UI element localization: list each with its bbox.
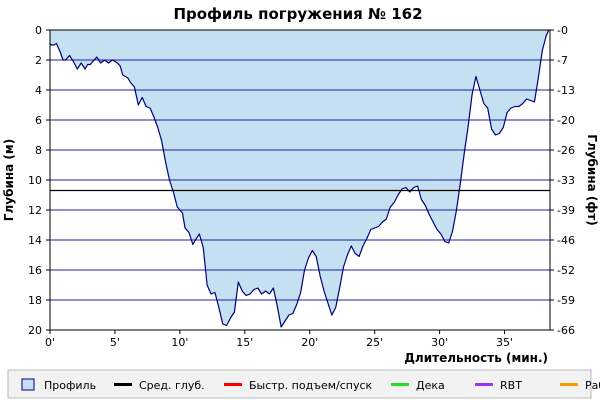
legend-label-4: RBT bbox=[500, 379, 522, 392]
y-right-tick-label-0: -0 bbox=[557, 24, 568, 37]
y-right-tick-label-9: -59 bbox=[557, 294, 575, 307]
legend-label-3: Дека bbox=[416, 379, 445, 392]
x-tick-label-7: 35' bbox=[496, 336, 513, 349]
y-ticks-left: 0 2 4 6 8 10 12 14 16 18 20 bbox=[28, 24, 50, 337]
x-ticks: 0' 5' 10' 15' 20' 25' 30' 35' bbox=[45, 330, 513, 349]
legend-label-1: Сред. глуб. bbox=[139, 379, 205, 392]
y-left-tick-label-10: 20 bbox=[28, 324, 42, 337]
y-right-tick-label-4: -26 bbox=[557, 144, 575, 157]
x-tick-label-2: 10' bbox=[171, 336, 188, 349]
legend-swatch-0 bbox=[21, 378, 35, 391]
y-axis-label-right: Глубина (фт) bbox=[585, 134, 599, 225]
y-left-tick-label-3: 6 bbox=[35, 114, 42, 127]
x-tick-label-6: 30' bbox=[431, 336, 448, 349]
profile-area bbox=[50, 30, 549, 327]
y-right-tick-label-3: -20 bbox=[557, 114, 575, 127]
legend-label-2: Быстр. подъем/спуск bbox=[249, 379, 373, 392]
y-right-tick-label-5: -33 bbox=[557, 174, 575, 187]
profile-area-layer bbox=[49, 29, 550, 328]
legend: Профиль Сред. глуб. Быстр. подъем/спуск Дек… bbox=[7, 369, 600, 399]
y-left-tick-label-9: 18 bbox=[28, 294, 42, 307]
profile-line bbox=[49, 29, 550, 328]
y-left-tick-label-4: 8 bbox=[35, 144, 42, 157]
y-left-tick-label-1: 2 bbox=[35, 54, 42, 67]
y-right-tick-label-6: -39 bbox=[557, 204, 575, 217]
y-left-tick-label-2: 4 bbox=[35, 84, 42, 97]
chart-title: Профиль погружения № 162 bbox=[173, 5, 422, 23]
x-tick-label-3: 15' bbox=[236, 336, 253, 349]
x-tick-label-0: 0' bbox=[45, 336, 55, 349]
x-tick-label-4: 20' bbox=[301, 336, 318, 349]
y-right-tick-label-7: -46 bbox=[557, 234, 575, 247]
x-tick-label-5: 25' bbox=[366, 336, 383, 349]
x-axis-label: Длительность (мин.) bbox=[404, 351, 548, 365]
y-right-tick-label-8: -52 bbox=[557, 264, 575, 277]
y-right-tick-label-2: -13 bbox=[557, 84, 575, 97]
y-left-tick-label-7: 14 bbox=[28, 234, 42, 247]
y-left-tick-label-8: 16 bbox=[28, 264, 42, 277]
y-left-tick-label-6: 12 bbox=[28, 204, 42, 217]
y-ticks-right: -0 -7 -13 -20 -26 -33 -39 -46 -52 -59 -66 bbox=[550, 24, 575, 337]
y-left-tick-label-5: 10 bbox=[28, 174, 42, 187]
y-right-tick-label-1: -7 bbox=[557, 54, 568, 67]
legend-label-5: Раб. bbox=[585, 379, 600, 392]
legend-frame bbox=[7, 369, 592, 399]
y-axis-label-left: Глубина (м) bbox=[2, 139, 16, 221]
y-left-tick-label-0: 0 bbox=[35, 24, 42, 37]
y-right-tick-label-10: -66 bbox=[557, 324, 575, 337]
x-tick-label-1: 5' bbox=[110, 336, 120, 349]
legend-label-0: Профиль bbox=[44, 379, 96, 392]
legend-entries: Профиль Сред. глуб. Быстр. подъем/спуск Дек… bbox=[21, 378, 600, 392]
